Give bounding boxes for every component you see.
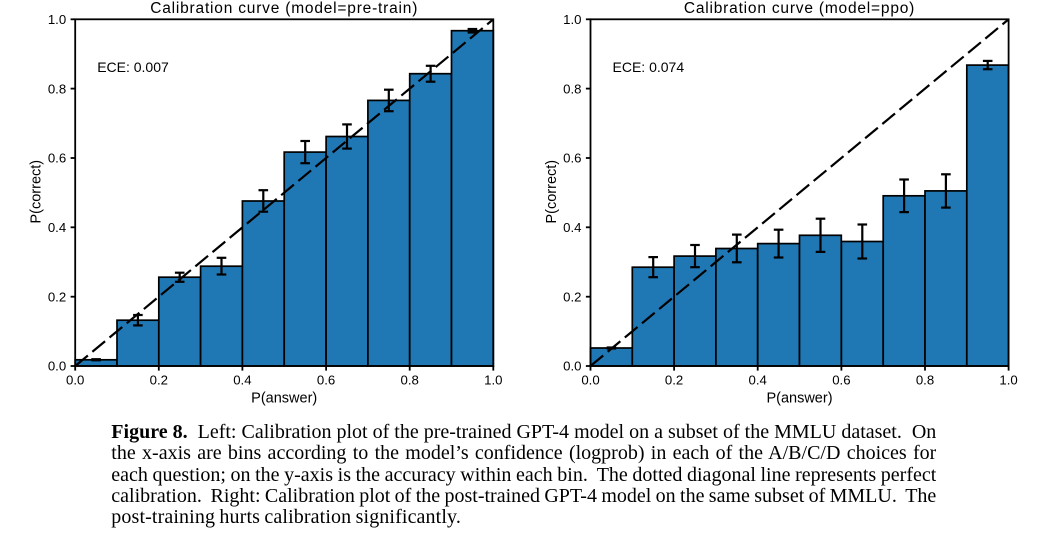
svg-text:0.0: 0.0 xyxy=(48,359,66,374)
svg-text:0.6: 0.6 xyxy=(317,372,335,387)
svg-text:0.6: 0.6 xyxy=(48,151,66,166)
svg-text:0.6: 0.6 xyxy=(832,372,850,387)
svg-text:Calibration curve (model=pre-t: Calibration curve (model=pre-train) xyxy=(150,0,418,17)
svg-text:1.0: 1.0 xyxy=(999,372,1017,387)
svg-text:1.0: 1.0 xyxy=(563,12,581,27)
svg-text:P(answer): P(answer) xyxy=(766,390,832,406)
svg-text:0.2: 0.2 xyxy=(665,372,683,387)
svg-text:0.8: 0.8 xyxy=(563,81,581,96)
svg-text:0.4: 0.4 xyxy=(233,372,251,387)
svg-text:0.6: 0.6 xyxy=(563,151,581,166)
svg-text:Calibration curve (model=ppo): Calibration curve (model=ppo) xyxy=(684,0,915,17)
svg-text:P(answer): P(answer) xyxy=(251,390,317,406)
svg-text:1.0: 1.0 xyxy=(48,12,66,27)
svg-text:0.8: 0.8 xyxy=(916,372,934,387)
svg-text:0.4: 0.4 xyxy=(749,372,767,387)
svg-text:P(correct): P(correct) xyxy=(544,160,560,224)
svg-text:0.2: 0.2 xyxy=(563,289,581,304)
svg-text:ECE: 0.074: ECE: 0.074 xyxy=(613,59,685,75)
svg-text:0.8: 0.8 xyxy=(48,81,66,96)
svg-text:0.8: 0.8 xyxy=(401,372,419,387)
svg-text:0.0: 0.0 xyxy=(581,372,599,387)
svg-text:1.0: 1.0 xyxy=(484,372,502,387)
svg-text:ECE: 0.007: ECE: 0.007 xyxy=(97,59,169,75)
svg-text:P(correct): P(correct) xyxy=(29,160,45,224)
svg-text:0.2: 0.2 xyxy=(48,289,66,304)
svg-text:0.0: 0.0 xyxy=(563,359,581,374)
svg-text:0.0: 0.0 xyxy=(66,372,84,387)
svg-text:0.2: 0.2 xyxy=(150,372,168,387)
svg-text:0.4: 0.4 xyxy=(563,220,581,235)
svg-text:0.4: 0.4 xyxy=(48,220,66,235)
